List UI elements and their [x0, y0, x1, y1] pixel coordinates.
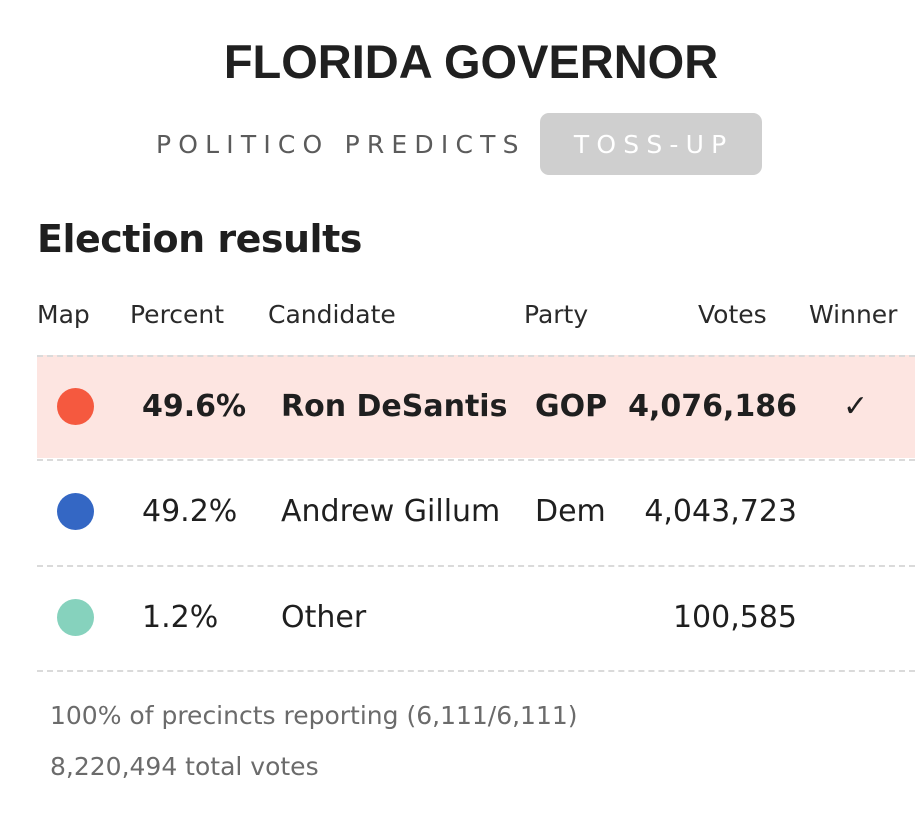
column-header-winner: Winner: [809, 300, 898, 329]
table-row: 1.2% Other 100,585: [37, 566, 915, 669]
candidate-cell: Other: [281, 600, 367, 635]
candidate-cell: Ron DeSantis: [281, 389, 508, 424]
map-color-dot: [57, 388, 94, 425]
map-color-dot: [57, 599, 94, 636]
column-header-percent: Percent: [130, 300, 225, 329]
party-cell: Dem: [535, 494, 606, 529]
row-divider: [37, 459, 915, 461]
row-divider: [37, 670, 915, 672]
percent-cell: 49.6%: [142, 389, 247, 424]
table-row: 49.6% Ron DeSantis GOP 4,076,186 ✓: [37, 355, 915, 458]
table-row: 49.2% Andrew Gillum Dem 4,043,723: [37, 460, 915, 563]
map-color-dot: [57, 493, 94, 530]
percent-cell: 49.2%: [142, 494, 238, 529]
winner-check-icon: ✓: [843, 389, 869, 424]
party-cell: GOP: [535, 389, 608, 424]
candidate-cell: Andrew Gillum: [281, 494, 501, 529]
prediction-row: POLITICO PREDICTS TOSS-UP: [156, 113, 762, 175]
percent-cell: 1.2%: [142, 600, 219, 635]
column-header-votes: Votes: [698, 300, 767, 329]
column-header-candidate: Candidate: [268, 300, 396, 329]
politico-predicts-label: POLITICO PREDICTS: [156, 129, 526, 159]
rating-badge: TOSS-UP: [539, 113, 762, 175]
row-divider: [37, 565, 915, 567]
votes-cell: 4,043,723: [644, 494, 797, 529]
total-votes: 8,220,494 total votes: [50, 752, 319, 781]
column-header-map: Map: [37, 300, 90, 329]
votes-cell: 100,585: [672, 600, 797, 635]
votes-cell: 4,076,186: [628, 389, 797, 424]
race-title: FLORIDA GOVERNOR: [223, 35, 719, 88]
precincts-reporting: 100% of precincts reporting (6,111/6,111…: [50, 701, 578, 730]
column-header-party: Party: [524, 300, 589, 329]
row-divider: [37, 355, 915, 357]
section-title: Election results: [37, 217, 362, 261]
